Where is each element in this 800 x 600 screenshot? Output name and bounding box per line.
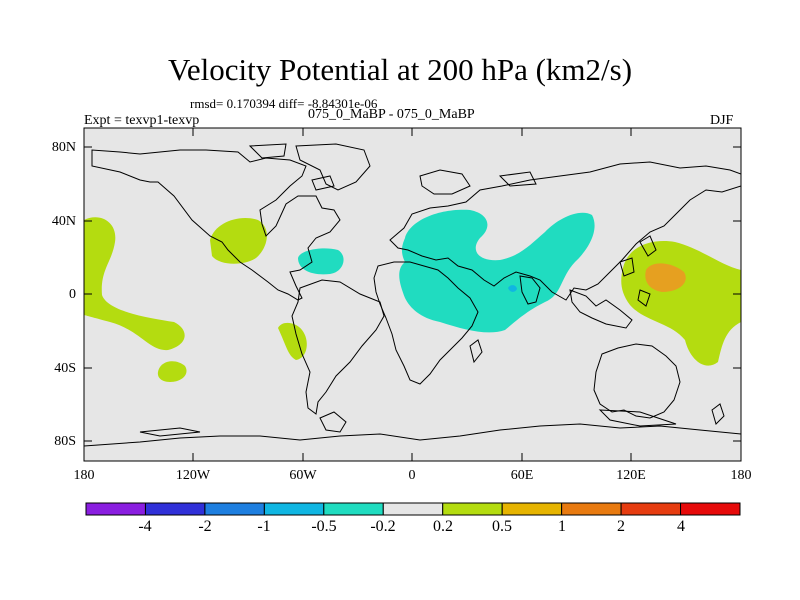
coastline-antarctic-peninsula <box>139 409 677 437</box>
colorbar-swatch <box>263 502 325 516</box>
lat-label-80s: 80S <box>54 434 76 449</box>
colorbar-label: 1 <box>558 518 566 535</box>
negative-core-indian-ocean <box>508 285 517 292</box>
lat-label-40n: 40N <box>51 214 76 229</box>
negative-region-africa-asia <box>399 209 595 333</box>
plot-title: Velocity Potential at 200 hPa (km2/s) <box>167 52 633 87</box>
coastline-arctic-islands <box>248 143 335 191</box>
colorbar-label: -1 <box>257 518 271 535</box>
lon-label-60w: 60W <box>289 468 317 483</box>
longitude-ticks <box>83 128 742 461</box>
coastline-south-america <box>291 279 385 415</box>
coastline-europe-north <box>419 169 537 195</box>
lat-label-0: 0 <box>69 287 76 302</box>
colorbar-swatch <box>323 502 384 516</box>
positive-region-north-america <box>210 218 267 264</box>
coastline-greenland <box>295 143 371 191</box>
lon-label-0: 0 <box>408 468 416 483</box>
lon-label-180-west: 180 <box>73 468 95 483</box>
colorbar-swatch <box>501 502 563 516</box>
positive-region-south-pacific <box>157 361 187 382</box>
colorbar-label: 0.5 <box>492 518 512 535</box>
lon-label-180-east: 180 <box>730 468 752 483</box>
coastline-australia <box>593 343 681 419</box>
colorbar-swatch <box>204 502 265 516</box>
coastline-new-zealand <box>711 403 725 425</box>
colorbar-label: 2 <box>617 518 625 535</box>
colorbar-label: -0.2 <box>370 518 396 535</box>
coastline-antarctica <box>84 423 741 447</box>
coastline-madagascar <box>469 339 483 364</box>
positive-region-south-america <box>278 322 307 360</box>
coastline-japan <box>619 235 657 277</box>
contour-fills <box>84 209 741 382</box>
negative-region-atlantic <box>298 248 344 275</box>
coastline-india <box>519 275 541 305</box>
coastline-eurasia <box>389 161 741 301</box>
colorbar-swatch <box>144 502 206 516</box>
lon-label-60e: 60E <box>510 468 534 483</box>
latitude-ticks <box>84 146 741 442</box>
colorbar <box>85 502 741 516</box>
lon-label-120e: 120E <box>616 468 646 483</box>
colorbar-label: 4 <box>677 518 685 535</box>
colorbar-swatch <box>85 502 146 516</box>
positive-region-east-pacific <box>84 217 185 351</box>
colorbar-label: 0.2 <box>433 518 453 535</box>
experiment-label: Expt = texvp1-texvp <box>84 113 200 128</box>
colorbar-label: -2 <box>198 518 212 535</box>
cases-label: 075_0_MaBP - 075_0_MaBP <box>308 107 475 122</box>
colorbar-swatch <box>442 502 503 516</box>
stats-text: rmsd= 0.170394 diff= -8.84301e-06 <box>190 96 378 111</box>
season-label: DJF <box>710 113 734 128</box>
colorbar-swatch <box>561 502 622 516</box>
colorbar-swatch <box>382 502 444 516</box>
lat-label-40s: 40S <box>54 361 76 376</box>
positive-core-west-pacific <box>645 263 686 292</box>
colorbar-label: -4 <box>138 518 152 535</box>
colorbar-label: -0.5 <box>311 518 337 535</box>
lon-label-120w: 120W <box>175 468 211 483</box>
coastline-africa <box>373 261 479 385</box>
coastline-southeast-asia <box>569 289 651 329</box>
lat-label-80n: 80N <box>51 140 76 155</box>
coastlines <box>84 143 741 447</box>
colorbar-swatch <box>620 502 682 516</box>
colorbar-swatch <box>680 502 741 516</box>
